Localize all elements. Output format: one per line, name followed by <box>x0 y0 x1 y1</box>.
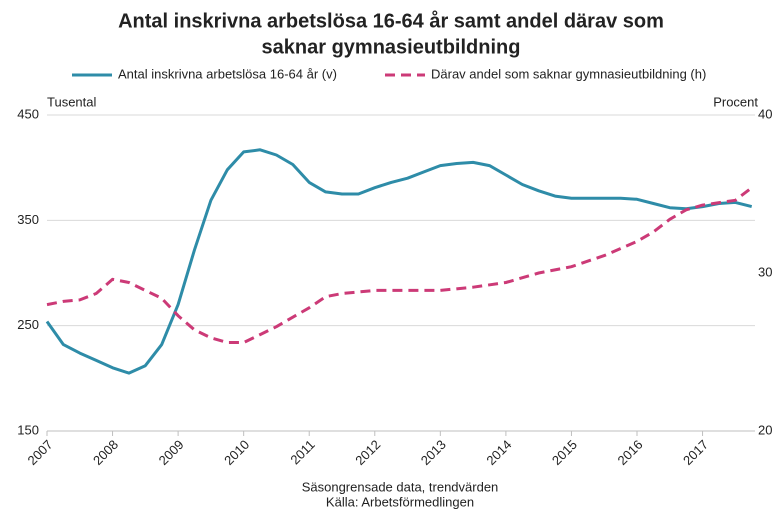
y2-tick-label: 40 <box>758 106 772 121</box>
chart-title: saknar gymnasieutbildning <box>262 36 521 58</box>
y-tick-label: 250 <box>17 317 39 332</box>
y-tick-label: 150 <box>17 422 39 437</box>
y-axis-label: Tusental <box>47 94 96 109</box>
series-line <box>46 186 753 344</box>
x-tick-label: 2016 <box>614 437 645 468</box>
x-tick-label: 2010 <box>221 437 252 468</box>
x-tick-label: 2012 <box>352 437 383 468</box>
y-tick-label: 450 <box>17 106 39 121</box>
note: Säsongrensade data, trendvärden <box>302 479 499 494</box>
note: Källa: Arbetsförmedlingen <box>326 494 474 509</box>
legend-label: Därav andel som saknar gymnasieutbildnin… <box>431 66 706 81</box>
x-tick-label: 2008 <box>90 437 121 468</box>
y2-axis-label: Procent <box>713 94 758 109</box>
y2-tick-label: 30 <box>758 264 772 279</box>
series-line <box>45 148 753 375</box>
x-tick-label: 2013 <box>418 437 449 468</box>
y-tick-label: 350 <box>17 212 39 227</box>
chart-title: Antal inskrivna arbetslösa 16-64 år samt… <box>118 9 664 32</box>
legend-label: Antal inskrivna arbetslösa 16-64 år (v) <box>118 66 337 81</box>
x-tick-label: 2017 <box>680 437 711 468</box>
x-tick-label: 2014 <box>483 437 514 468</box>
x-tick-label: 2015 <box>549 437 580 468</box>
y2-tick-label: 20 <box>758 422 772 437</box>
x-tick-label: 2007 <box>24 437 55 468</box>
x-tick-label: 2011 <box>287 437 317 467</box>
x-tick-label: 2009 <box>156 437 187 468</box>
